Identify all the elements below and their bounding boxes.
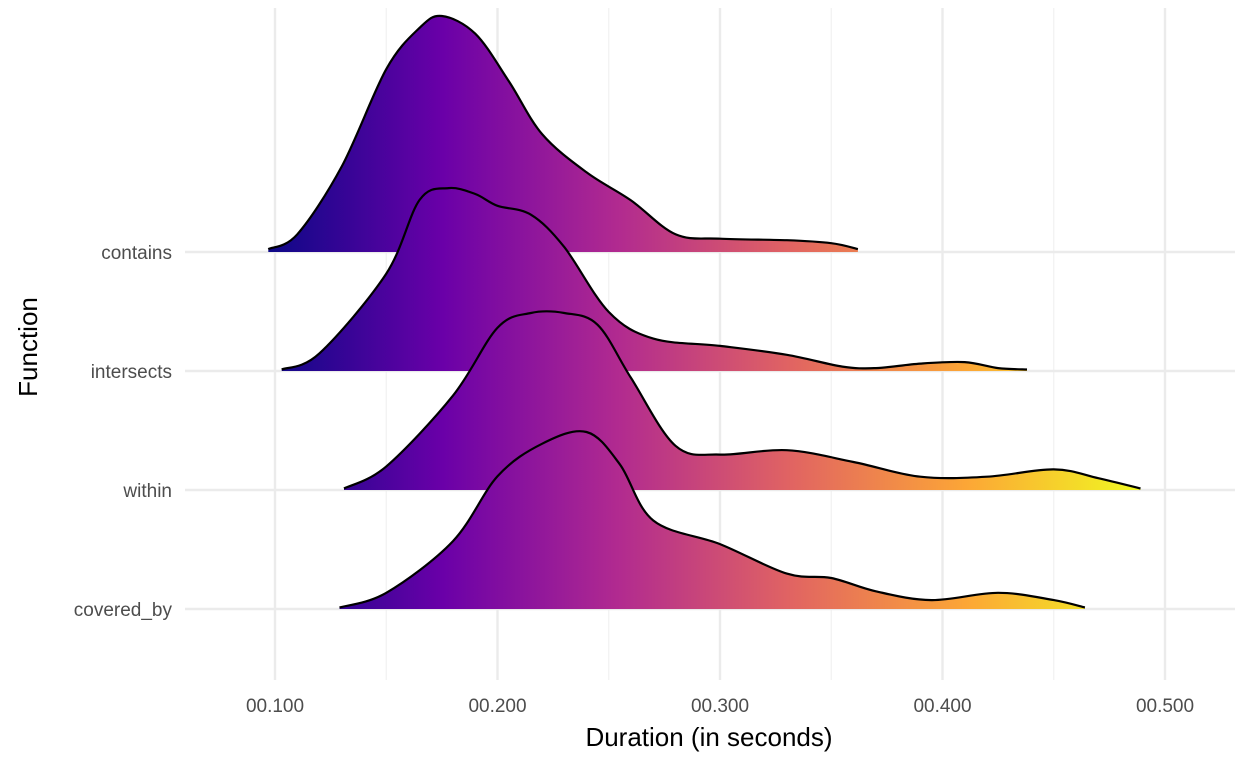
y-tick-label: intersects	[91, 362, 172, 383]
ridge-outline	[267, 14, 859, 251]
x-tick-label: 00.500	[1136, 696, 1194, 717]
y-tick-label: contains	[101, 243, 172, 264]
y-tick-label: within	[122, 481, 172, 502]
ridge-fill	[339, 431, 1085, 609]
y-axis-title: Function	[13, 297, 43, 397]
ridge-outline	[339, 430, 1086, 609]
ridge-fill	[268, 15, 858, 253]
x-axis-title: Duration (in seconds)	[585, 722, 832, 752]
ridges	[267, 14, 1141, 609]
x-tick-label: 00.400	[913, 696, 971, 717]
x-axis-tick-labels: 00.100 00.200 00.300 00.400 00.500	[246, 696, 1194, 717]
x-tick-label: 00.100	[246, 696, 304, 717]
y-tick-label: covered_by	[74, 600, 173, 621]
ridge-contains	[267, 14, 859, 253]
x-tick-label: 00.300	[691, 696, 749, 717]
ridge-covered-by	[339, 430, 1086, 609]
ridge-fill	[281, 187, 1027, 371]
ridge-outline	[281, 186, 1028, 371]
ridge-outline	[343, 310, 1141, 490]
y-axis-tick-labels: contains intersects within covered_by	[74, 243, 173, 621]
ridge-intersects	[281, 186, 1028, 371]
x-tick-label: 00.200	[468, 696, 526, 717]
